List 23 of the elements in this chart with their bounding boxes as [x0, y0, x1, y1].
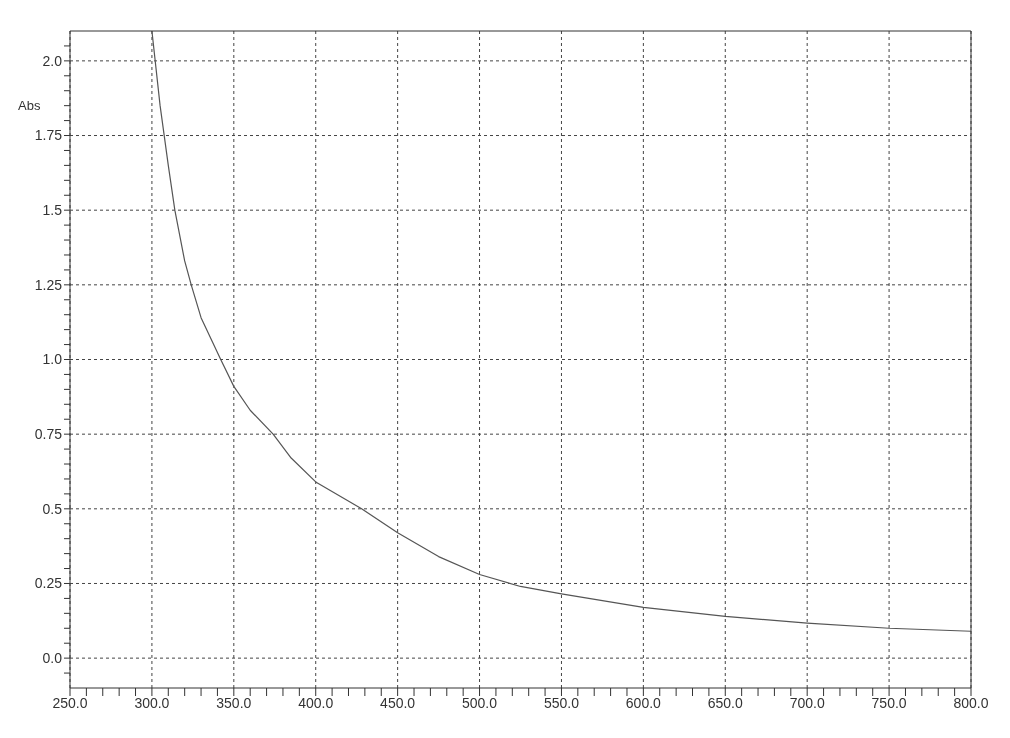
y-tick-label: 0.25: [34, 575, 63, 592]
y-tick-label: 1.5: [42, 202, 63, 219]
x-tick-label: 400.0: [298, 694, 334, 711]
x-tick-label: 300.0: [134, 694, 170, 711]
x-tick-label: 650.0: [707, 694, 743, 711]
x-tick-label: 600.0: [625, 694, 662, 711]
y-tick-label: 1.75: [34, 127, 63, 144]
x-tick-label: 250.0: [52, 694, 88, 711]
line-series: [151, 31, 971, 632]
y-tick-label: 0.75: [34, 426, 63, 443]
y-tick-label: 1.25: [34, 276, 63, 293]
x-tick-label: 550.0: [543, 694, 580, 711]
y-tick-label: 1.0: [42, 351, 63, 368]
y-axis-title: Abs: [18, 98, 41, 113]
x-tick-label: 750.0: [871, 694, 907, 711]
y-tick-label: 2.0: [42, 52, 63, 69]
x-tick-label: 450.0: [380, 694, 416, 711]
x-tick-label: 500.0: [462, 694, 498, 711]
x-tick-label: 800.0: [953, 694, 989, 711]
x-tick-label: 350.0: [216, 694, 252, 711]
y-tick-label: 0.5: [42, 500, 63, 517]
x-tick-label: 700.0: [789, 694, 825, 711]
y-tick-label: 0.0: [42, 650, 63, 667]
